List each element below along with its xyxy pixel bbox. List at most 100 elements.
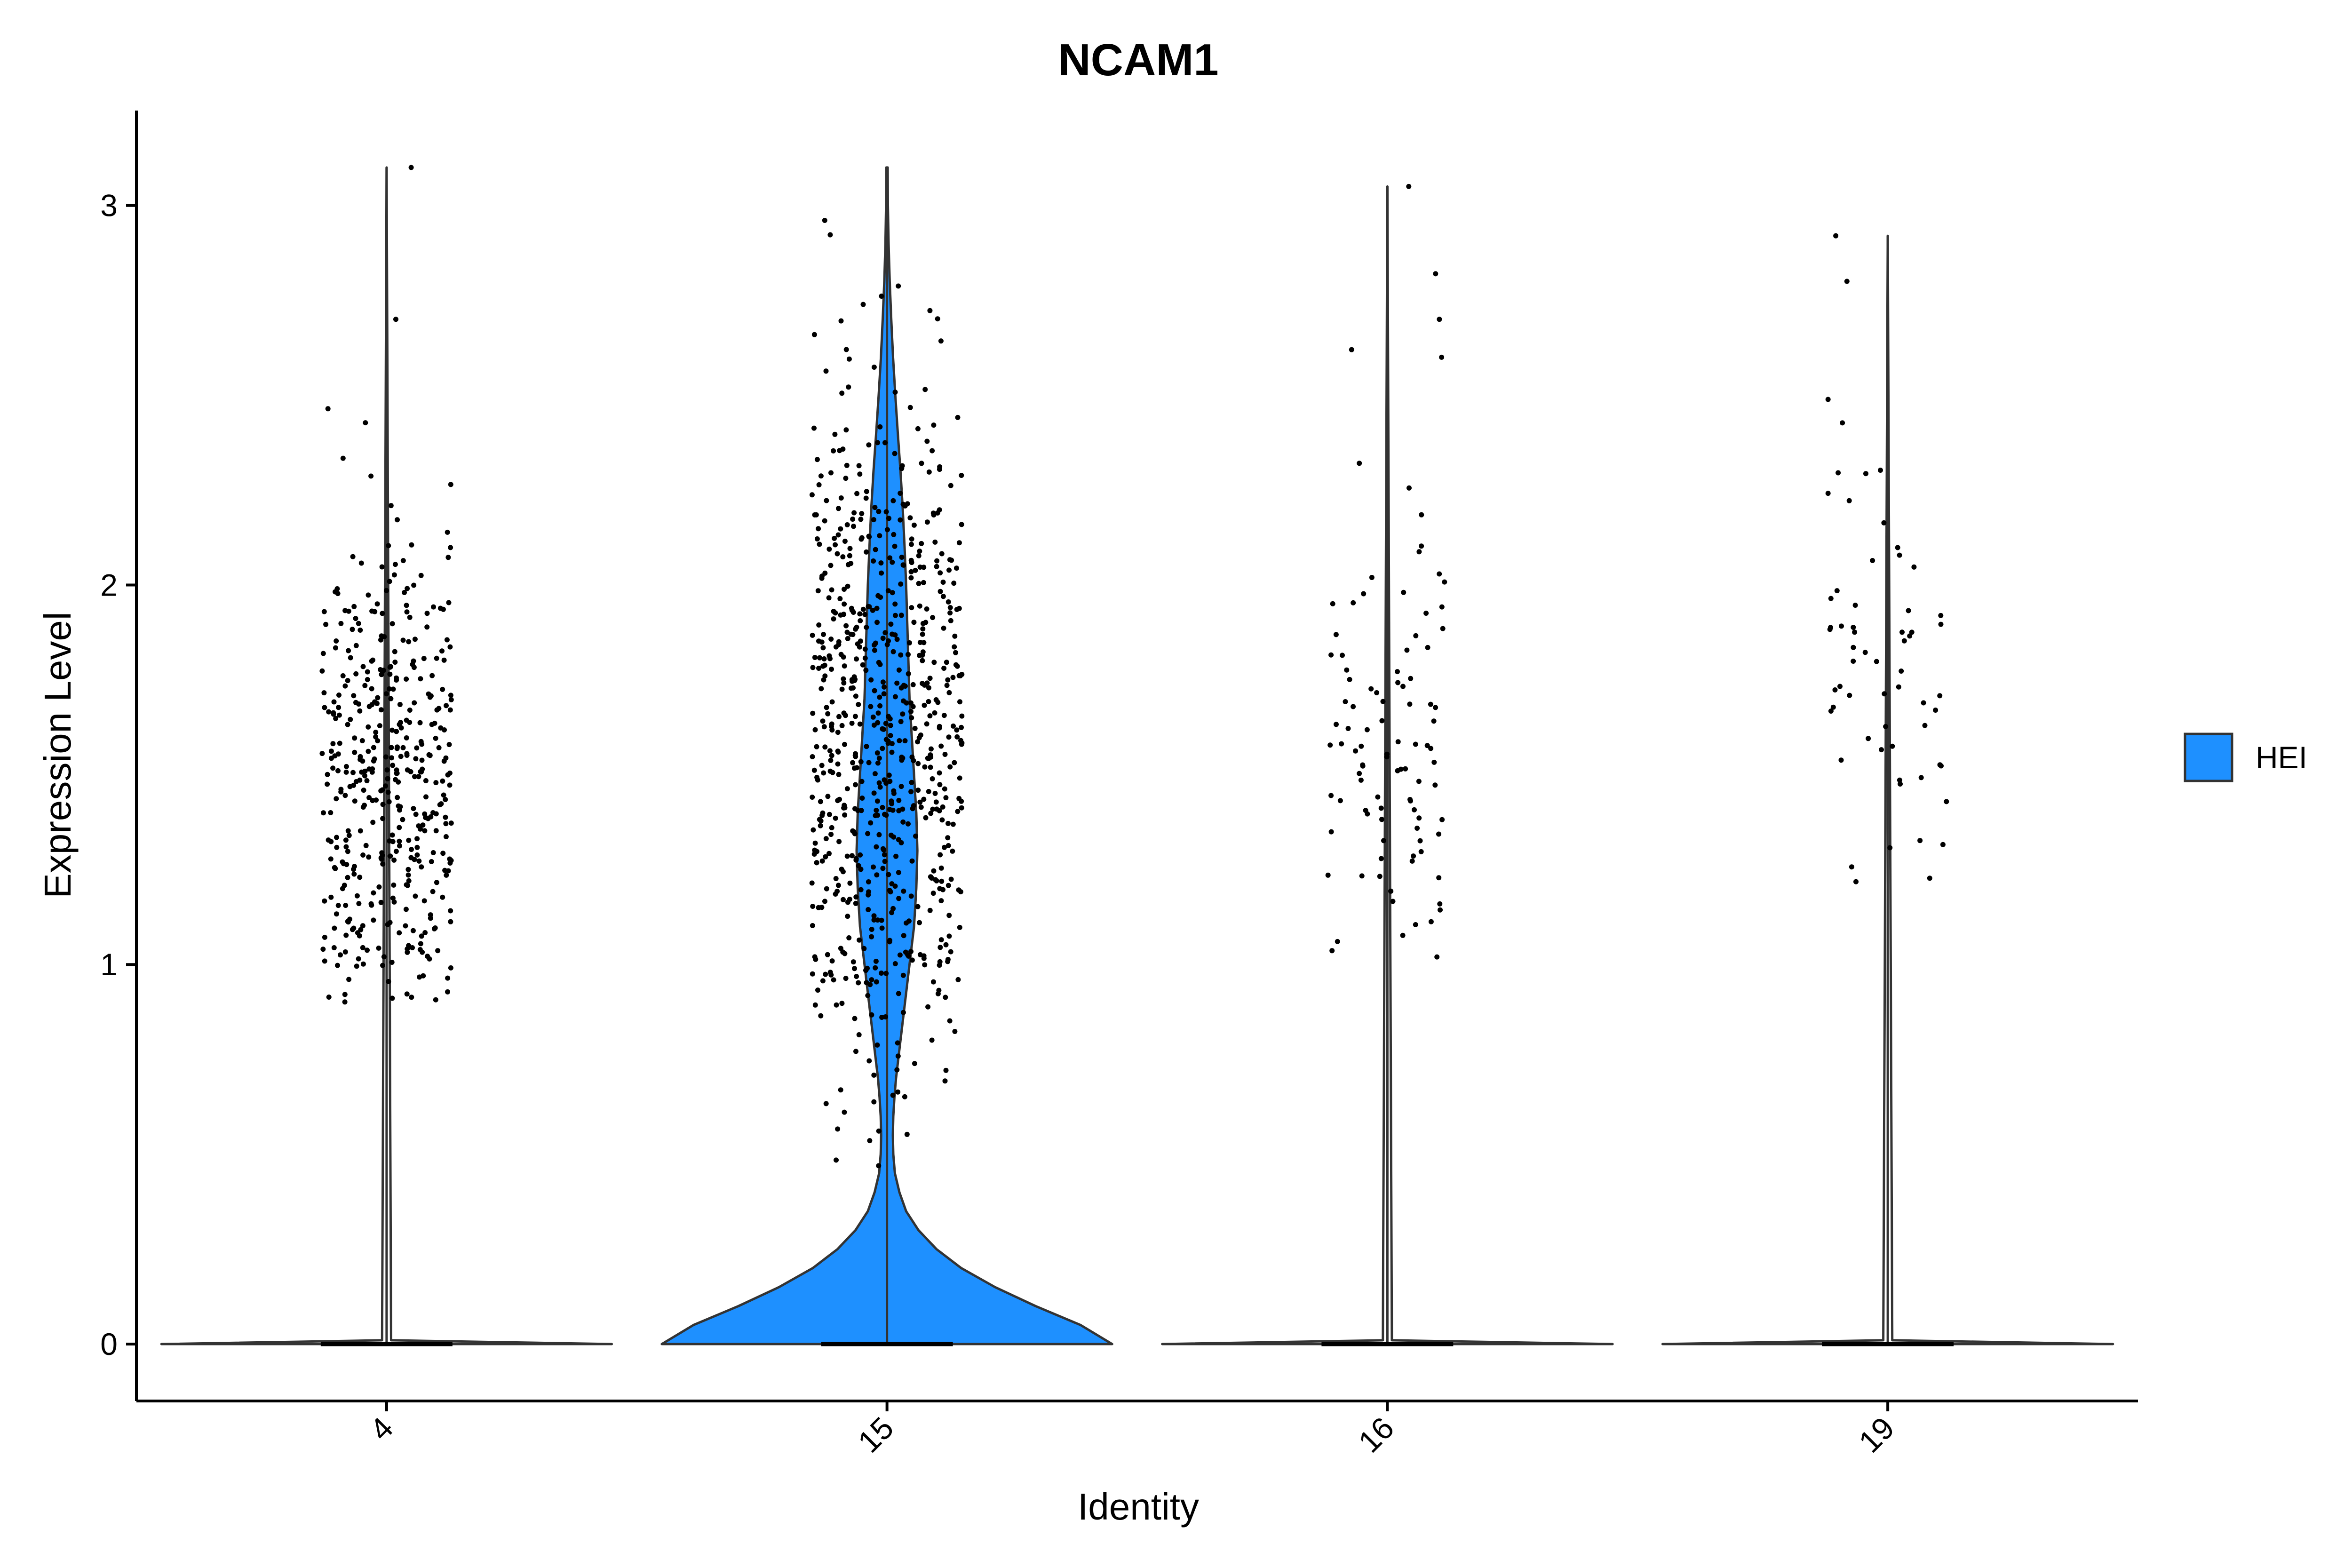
data-point: [917, 640, 923, 645]
data-point: [1431, 759, 1437, 765]
data-point: [381, 668, 386, 673]
data-point: [843, 976, 849, 981]
data-point: [873, 965, 878, 971]
data-point: [869, 927, 874, 932]
data-point: [447, 782, 453, 788]
data-point: [871, 913, 877, 919]
data-point: [443, 814, 448, 820]
data-point: [434, 880, 439, 885]
data-point: [322, 705, 327, 710]
data-point: [951, 723, 956, 729]
data-point: [913, 567, 918, 573]
data-point: [875, 812, 881, 818]
data-point: [848, 685, 854, 691]
data-point: [842, 663, 847, 669]
data-point: [392, 660, 398, 665]
data-point: [950, 848, 955, 854]
data-point: [819, 573, 825, 579]
data-point: [882, 440, 888, 446]
data-point: [333, 645, 338, 651]
data-point: [898, 784, 904, 789]
data-point: [1827, 627, 1833, 632]
data-point: [333, 866, 338, 871]
data-point: [421, 973, 426, 979]
data-point: [945, 677, 951, 683]
data-point: [841, 680, 847, 686]
data-point: [864, 744, 869, 749]
data-point: [345, 678, 350, 684]
data-point: [1379, 817, 1384, 822]
data-point: [1839, 623, 1844, 629]
data-point: [882, 859, 888, 864]
data-point: [888, 723, 893, 728]
data-point: [346, 648, 351, 653]
data-point: [921, 580, 926, 585]
data-point: [390, 763, 396, 768]
data-point: [850, 760, 856, 765]
data-point: [336, 712, 342, 718]
data-point: [406, 639, 412, 645]
data-point: [946, 933, 952, 939]
data-point: [931, 422, 937, 428]
data-point: [918, 804, 924, 810]
data-point: [942, 752, 948, 757]
data-point: [360, 923, 366, 929]
data-point: [389, 832, 395, 838]
data-point: [373, 730, 379, 735]
data-point: [377, 723, 382, 729]
data-point: [865, 831, 871, 836]
data-point: [856, 702, 861, 707]
data-point: [868, 704, 874, 709]
data-point: [395, 795, 400, 800]
data-point: [1836, 470, 1841, 476]
data-point: [397, 804, 403, 810]
data-point: [939, 551, 945, 557]
data-point: [871, 722, 877, 728]
data-point: [1419, 543, 1424, 549]
data-point: [362, 683, 368, 688]
data-point: [366, 724, 371, 730]
data-point: [1403, 766, 1408, 772]
data-point: [383, 754, 389, 760]
data-point: [868, 820, 874, 826]
data-point: [348, 655, 353, 661]
data-point: [946, 690, 952, 695]
data-point: [1937, 693, 1943, 699]
data-point: [937, 467, 942, 472]
data-point: [811, 767, 817, 773]
data-point: [848, 561, 854, 566]
data-point: [871, 790, 877, 796]
data-point: [364, 778, 370, 783]
data-point: [419, 864, 424, 870]
data-point: [847, 546, 853, 551]
data-point: [812, 847, 818, 853]
data-point: [864, 549, 869, 555]
data-point: [946, 820, 951, 826]
data-point: [812, 655, 818, 660]
data-point: [826, 653, 832, 659]
data-point: [842, 601, 847, 607]
data-point: [879, 925, 885, 931]
data-point: [894, 1067, 900, 1073]
data-point: [931, 512, 937, 517]
data-point: [389, 960, 395, 965]
data-point: [930, 979, 936, 985]
data-point: [930, 776, 935, 781]
data-point: [395, 517, 400, 523]
data-point: [1439, 817, 1445, 822]
data-point: [437, 802, 443, 808]
data-point: [909, 536, 914, 542]
data-point: [1852, 603, 1858, 608]
data-point: [847, 897, 852, 902]
data-point: [325, 781, 330, 787]
data-point: [1416, 549, 1422, 555]
data-point: [387, 579, 392, 584]
data-point: [423, 778, 429, 783]
data-point: [926, 756, 931, 761]
data-point: [334, 844, 340, 850]
data-point: [940, 804, 946, 810]
data-point: [1377, 874, 1383, 879]
data-point: [351, 604, 357, 609]
data-point: [1907, 633, 1913, 639]
data-point: [379, 856, 384, 862]
